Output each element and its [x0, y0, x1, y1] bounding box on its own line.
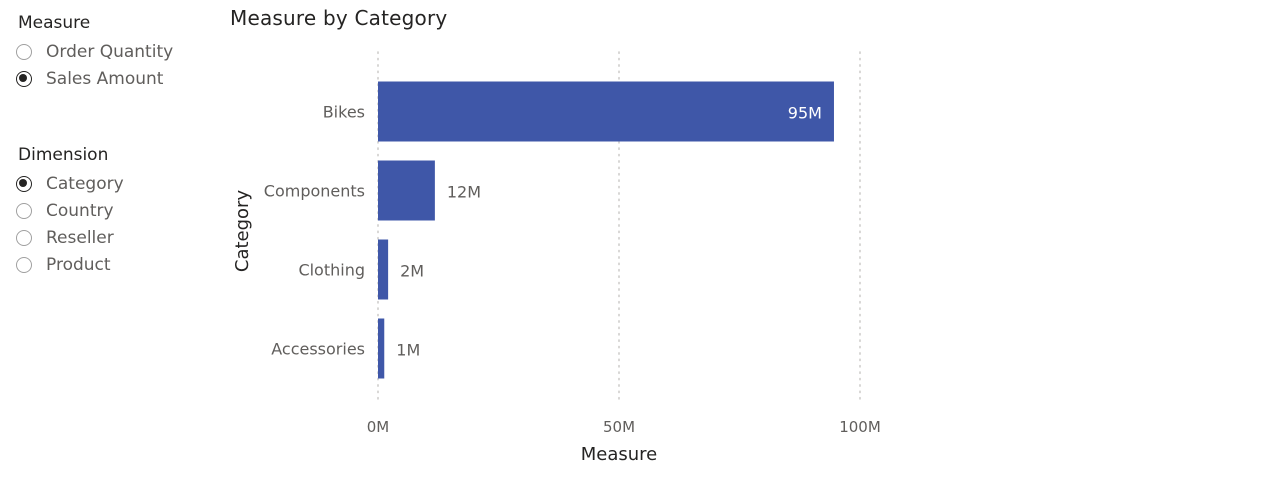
radio-unchecked-icon[interactable]: [16, 202, 32, 219]
dimension-slicer-title: Dimension: [18, 145, 109, 165]
radio-unchecked-icon[interactable]: [16, 43, 32, 60]
option-reseller[interactable]: Reseller: [16, 224, 216, 251]
option-label: Product: [46, 254, 111, 275]
y-axis-title: Category: [232, 190, 253, 273]
option-label: Sales Amount: [46, 68, 164, 89]
chart-title: Measure by Category: [230, 6, 448, 30]
radio-unchecked-icon[interactable]: [16, 229, 32, 246]
option-label: Category: [46, 173, 124, 194]
data-label: 12M: [447, 183, 481, 202]
option-order-quantity[interactable]: Order Quantity: [16, 38, 216, 65]
x-tick-label: 100M: [839, 418, 881, 436]
bar: [378, 160, 435, 221]
option-country[interactable]: Country: [16, 197, 216, 224]
dimension-slicer: Dimension Category Country Reseller Prod…: [16, 144, 216, 278]
option-label: Reseller: [46, 227, 114, 248]
bar: [378, 239, 389, 300]
radio-checked-icon[interactable]: [16, 175, 32, 192]
category-label: Components: [264, 182, 365, 201]
radio-checked-icon[interactable]: [16, 70, 32, 87]
x-tick-label: 0M: [367, 418, 390, 436]
data-label: 95M: [788, 104, 822, 123]
option-category[interactable]: Category: [16, 170, 216, 197]
data-label: 2M: [400, 262, 424, 281]
x-tick-label: 50M: [603, 418, 635, 436]
x-axis-title: Measure: [581, 444, 658, 465]
option-label: Country: [46, 200, 114, 221]
data-label: 1M: [396, 341, 420, 360]
category-label: Clothing: [298, 261, 365, 280]
category-label: Bikes: [323, 103, 365, 122]
measure-slicer: Measure Order Quantity Sales Amount: [16, 12, 216, 92]
radio-unchecked-icon[interactable]: [16, 256, 32, 273]
option-product[interactable]: Product: [16, 251, 216, 278]
option-sales-amount[interactable]: Sales Amount: [16, 65, 216, 92]
category-label: Accessories: [271, 340, 365, 359]
measure-slicer-title: Measure: [18, 13, 91, 33]
option-label: Order Quantity: [46, 41, 174, 62]
bar: [378, 81, 834, 142]
bar: [378, 318, 385, 379]
